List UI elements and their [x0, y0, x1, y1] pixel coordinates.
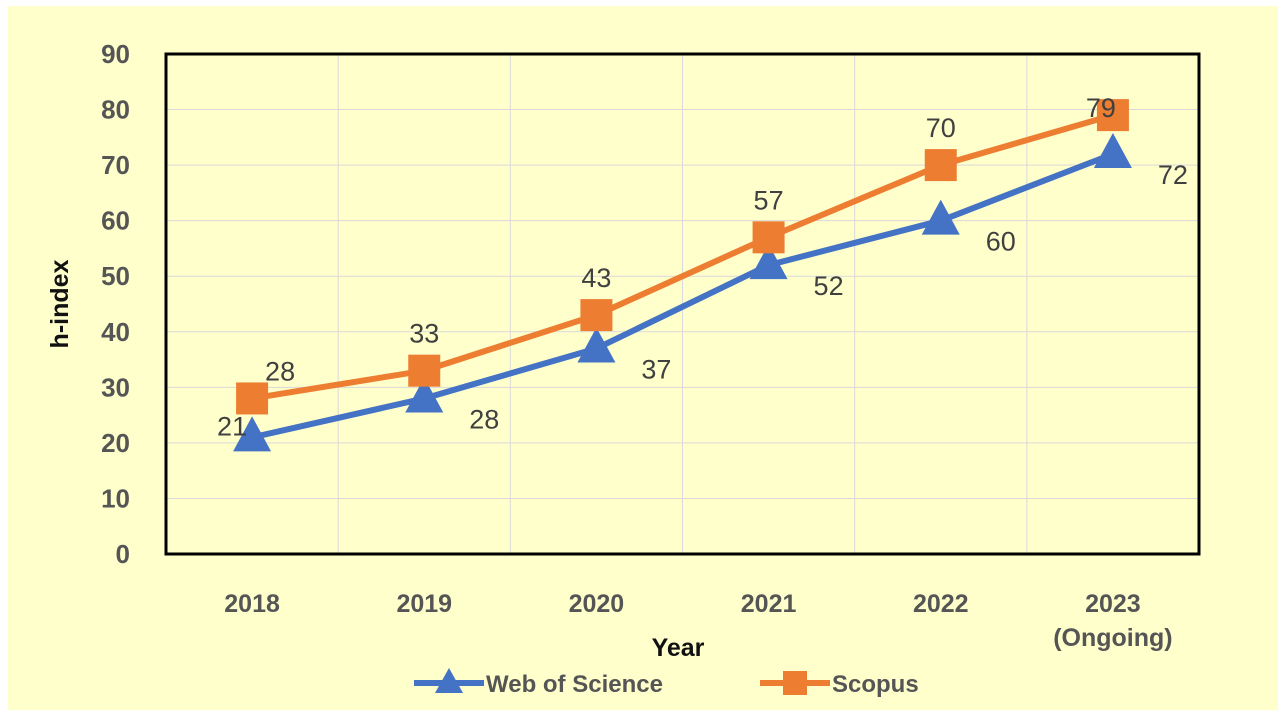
- data-label: 72: [1158, 160, 1188, 190]
- series-layer: [233, 99, 1132, 452]
- data-labels: 21 28 37 52 60 72 28 33 43 57 70 79: [217, 93, 1188, 441]
- data-point-marker: [1096, 99, 1129, 132]
- y-axis-title: h-index: [46, 259, 74, 348]
- data-point-marker: [233, 416, 272, 452]
- data-point-marker: [924, 149, 957, 182]
- y-tick-label: 70: [101, 150, 130, 180]
- data-point-marker: [921, 199, 960, 235]
- data-label: 79: [1086, 93, 1116, 123]
- data-point-marker: [752, 221, 785, 254]
- data-point-marker: [408, 354, 441, 387]
- data-point-marker: [405, 377, 444, 413]
- plot-area-border: [164, 52, 1201, 556]
- legend-marker: [435, 668, 463, 693]
- x-tick-label: 2020: [569, 590, 625, 618]
- x-tick-label: 2022: [913, 590, 969, 618]
- y-axis-ticks: 0 10 20 30 40 50 60 70 80 90: [101, 39, 130, 569]
- data-point-marker: [236, 382, 269, 415]
- y-tick-label: 50: [101, 261, 130, 291]
- data-label: 52: [814, 271, 844, 301]
- chart-area-background: [8, 6, 1278, 710]
- legend-marker: [783, 671, 807, 695]
- series-line: [251, 151, 1114, 441]
- y-tick-label: 30: [101, 372, 130, 402]
- data-label: 43: [581, 263, 611, 293]
- series-line: [251, 112, 1114, 402]
- y-tick-label: 0: [116, 539, 130, 569]
- y-tick-label: 20: [101, 428, 130, 458]
- data-label: 33: [409, 319, 439, 349]
- data-label: 57: [754, 185, 784, 215]
- data-label: 28: [265, 356, 295, 386]
- x-tick-label: 2023: [1085, 590, 1141, 618]
- data-point-marker: [580, 299, 613, 332]
- legend-label: Web of Science: [486, 671, 663, 698]
- legend-item: Scopus: [760, 671, 919, 698]
- y-tick-label: 60: [101, 206, 130, 236]
- x-tick-label: (Ongoing): [1053, 624, 1172, 652]
- y-tick-label: 80: [101, 95, 130, 125]
- legend: Web of Science Scopus: [414, 668, 919, 698]
- data-point-marker: [1093, 133, 1132, 168]
- x-tick-label: 2021: [741, 590, 797, 618]
- y-tick-label: 90: [101, 39, 130, 69]
- x-axis-title: Year: [652, 634, 705, 662]
- data-point-marker: [577, 327, 616, 363]
- legend-item: Web of Science: [414, 668, 663, 698]
- series-web-of-science: [233, 133, 1132, 452]
- series-scopus: [236, 99, 1129, 415]
- data-label: 37: [641, 354, 671, 384]
- data-label: 21: [217, 411, 247, 441]
- legend-label: Scopus: [832, 671, 919, 698]
- y-tick-label: 40: [101, 317, 130, 347]
- data-label: 28: [469, 404, 499, 434]
- x-tick-label: 2019: [396, 590, 452, 618]
- data-label: 60: [986, 227, 1016, 257]
- x-axis-ticks: 2018 2019 2020 2021 2022 2023 (Ongoing): [224, 590, 1172, 652]
- y-tick-label: 10: [101, 483, 130, 513]
- data-label: 70: [926, 113, 956, 143]
- data-point-marker: [749, 244, 788, 280]
- x-tick-label: 2018: [224, 590, 280, 618]
